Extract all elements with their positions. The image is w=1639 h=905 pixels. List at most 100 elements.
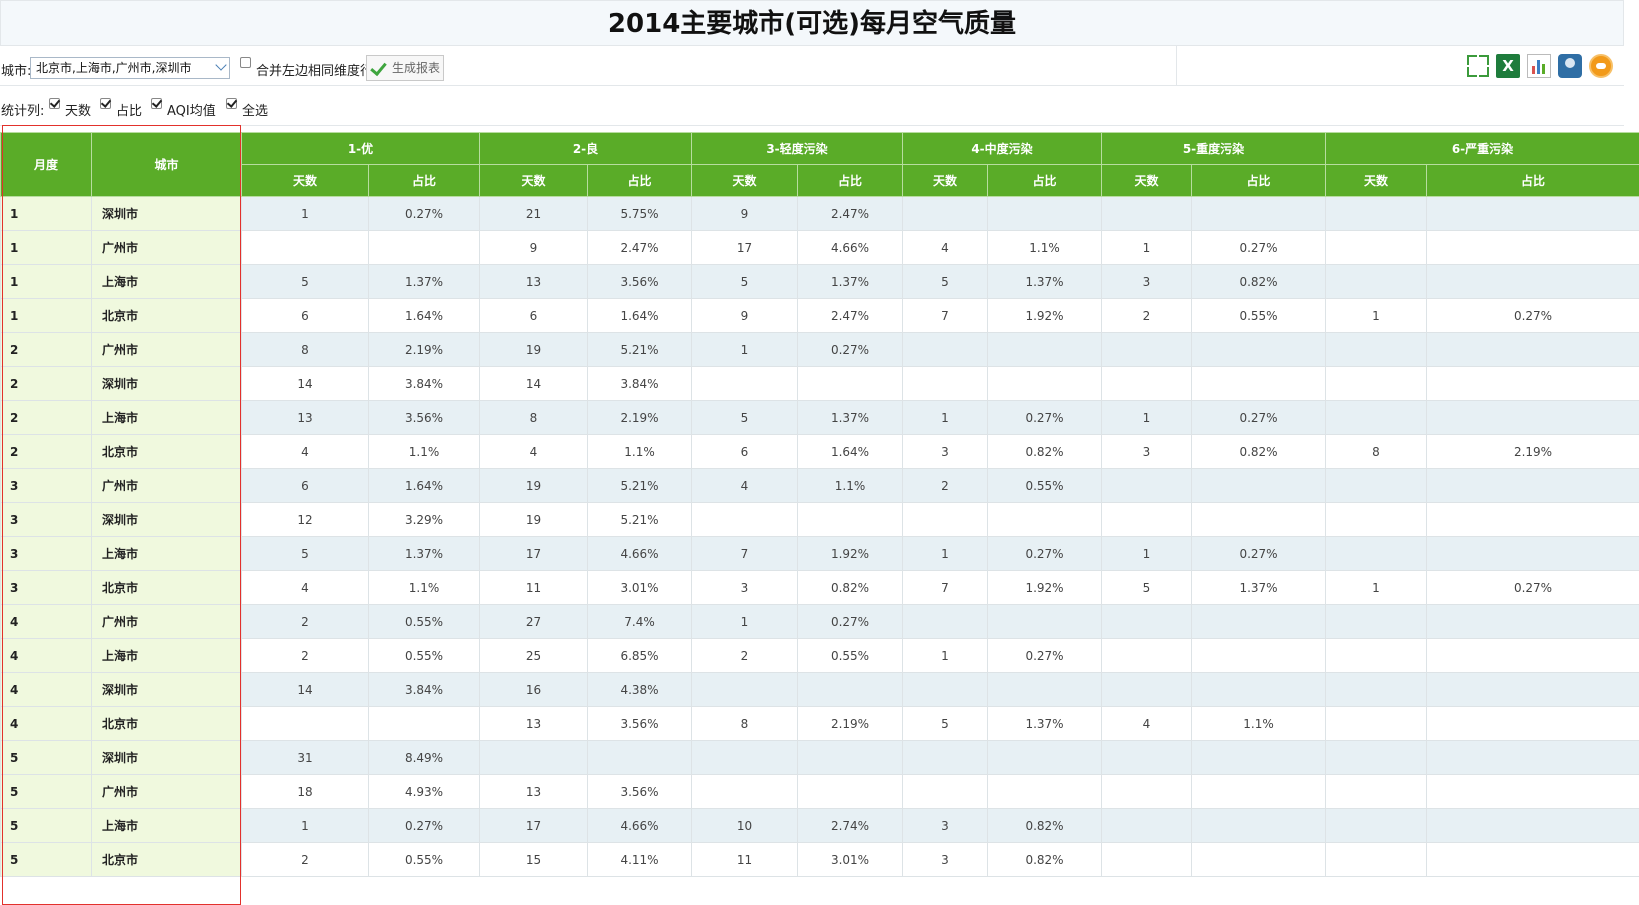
cell-city: 广州市 <box>92 333 242 367</box>
cell-days: 9 <box>692 299 798 333</box>
header-city[interactable]: 城市 <box>92 133 242 197</box>
excel-icon[interactable]: X <box>1496 54 1520 78</box>
cell-days: 2 <box>242 605 369 639</box>
fullscreen-icon[interactable] <box>1466 54 1490 78</box>
stat-aqi-checkbox[interactable] <box>151 98 162 109</box>
cell-ratio: 5.21% <box>588 333 692 367</box>
header-days[interactable]: 天数 <box>480 165 588 197</box>
header-month[interactable]: 月度 <box>1 133 92 197</box>
header-ratio[interactable]: 占比 <box>1427 165 1639 197</box>
cell-days: 2 <box>692 639 798 673</box>
cell-days: 3 <box>903 843 988 877</box>
cell-days <box>1326 775 1427 809</box>
generate-report-button[interactable]: 生成报表 <box>366 55 444 81</box>
cell-ratio: 0.82% <box>1192 435 1326 469</box>
chart-icon[interactable] <box>1527 54 1551 78</box>
header-days[interactable]: 天数 <box>692 165 798 197</box>
cell-days: 19 <box>480 469 588 503</box>
header-group-severe-pollution[interactable]: 6-严重污染 <box>1326 133 1639 165</box>
header-ratio[interactable]: 占比 <box>988 165 1102 197</box>
cell-ratio <box>1192 503 1326 537</box>
header-days[interactable]: 天数 <box>1326 165 1427 197</box>
cell-ratio: 0.27% <box>798 333 903 367</box>
cell-ratio <box>1427 469 1639 503</box>
header-ratio[interactable]: 占比 <box>588 165 692 197</box>
cell-days: 4 <box>1102 707 1192 741</box>
cell-days <box>480 741 588 775</box>
header-group-light-pollution[interactable]: 3-轻度污染 <box>692 133 903 165</box>
merge-rows-checkbox[interactable] <box>240 57 251 68</box>
cell-ratio <box>1192 197 1326 231</box>
header-group-moderate-pollution[interactable]: 4-中度污染 <box>903 133 1102 165</box>
cell-ratio: 6.85% <box>588 639 692 673</box>
cell-ratio <box>1427 197 1639 231</box>
cell-days: 19 <box>480 503 588 537</box>
cell-days <box>1326 401 1427 435</box>
cell-city: 深圳市 <box>92 741 242 775</box>
cell-days: 6 <box>480 299 588 333</box>
cell-days: 8 <box>1326 435 1427 469</box>
cell-ratio: 1.1% <box>798 469 903 503</box>
cell-ratio: 3.84% <box>369 367 480 401</box>
cell-ratio <box>1192 775 1326 809</box>
cell-month: 1 <box>1 231 92 265</box>
header-group-excellent[interactable]: 1-优 <box>242 133 480 165</box>
cell-city: 广州市 <box>92 469 242 503</box>
cell-days: 1 <box>242 197 369 231</box>
cell-days: 19 <box>480 333 588 367</box>
cell-days <box>242 707 369 741</box>
stat-all-checkbox[interactable] <box>226 98 237 109</box>
cell-days <box>1102 673 1192 707</box>
cell-days <box>1326 197 1427 231</box>
filter-toolbar: 城市: 北京市,上海市,广州市,深圳市 合并左边相同维度行 生成报表 X <box>0 46 1624 86</box>
cell-days: 17 <box>480 809 588 843</box>
header-days[interactable]: 天数 <box>903 165 988 197</box>
cell-ratio: 1.64% <box>369 299 480 333</box>
cell-ratio <box>1427 673 1639 707</box>
chevron-down-icon[interactable] <box>215 59 226 70</box>
cell-ratio <box>988 673 1102 707</box>
header-ratio[interactable]: 占比 <box>798 165 903 197</box>
header-days[interactable]: 天数 <box>242 165 369 197</box>
cell-ratio: 1.92% <box>988 571 1102 605</box>
cell-days: 10 <box>692 809 798 843</box>
generate-report-label: 生成报表 <box>392 61 440 75</box>
stat-ratio-checkbox[interactable] <box>100 98 111 109</box>
cell-ratio <box>988 741 1102 775</box>
chat-icon[interactable] <box>1589 54 1613 78</box>
cell-days: 7 <box>692 537 798 571</box>
cell-days: 14 <box>242 673 369 707</box>
cell-ratio <box>1427 231 1639 265</box>
cell-days: 4 <box>903 231 988 265</box>
cell-days: 5 <box>242 265 369 299</box>
header-ratio[interactable]: 占比 <box>1192 165 1326 197</box>
cell-days: 7 <box>903 299 988 333</box>
cell-days: 1 <box>692 605 798 639</box>
cell-ratio: 4.66% <box>588 809 692 843</box>
cell-ratio <box>1427 843 1639 877</box>
city-select[interactable]: 北京市,上海市,广州市,深圳市 <box>30 57 230 79</box>
header-group-heavy-pollution[interactable]: 5-重度污染 <box>1102 133 1326 165</box>
header-group-good[interactable]: 2-良 <box>480 133 692 165</box>
header-ratio[interactable]: 占比 <box>369 165 480 197</box>
header-days[interactable]: 天数 <box>1102 165 1192 197</box>
cell-ratio <box>369 707 480 741</box>
user-icon[interactable] <box>1558 54 1582 78</box>
cell-days <box>1326 333 1427 367</box>
cell-ratio: 3.56% <box>369 401 480 435</box>
cell-city: 上海市 <box>92 809 242 843</box>
cell-ratio <box>1427 741 1639 775</box>
stat-days-checkbox[interactable] <box>49 98 60 109</box>
cell-days: 1 <box>903 537 988 571</box>
cell-days <box>903 741 988 775</box>
cell-month: 2 <box>1 401 92 435</box>
cell-city: 广州市 <box>92 775 242 809</box>
cell-days <box>1326 469 1427 503</box>
